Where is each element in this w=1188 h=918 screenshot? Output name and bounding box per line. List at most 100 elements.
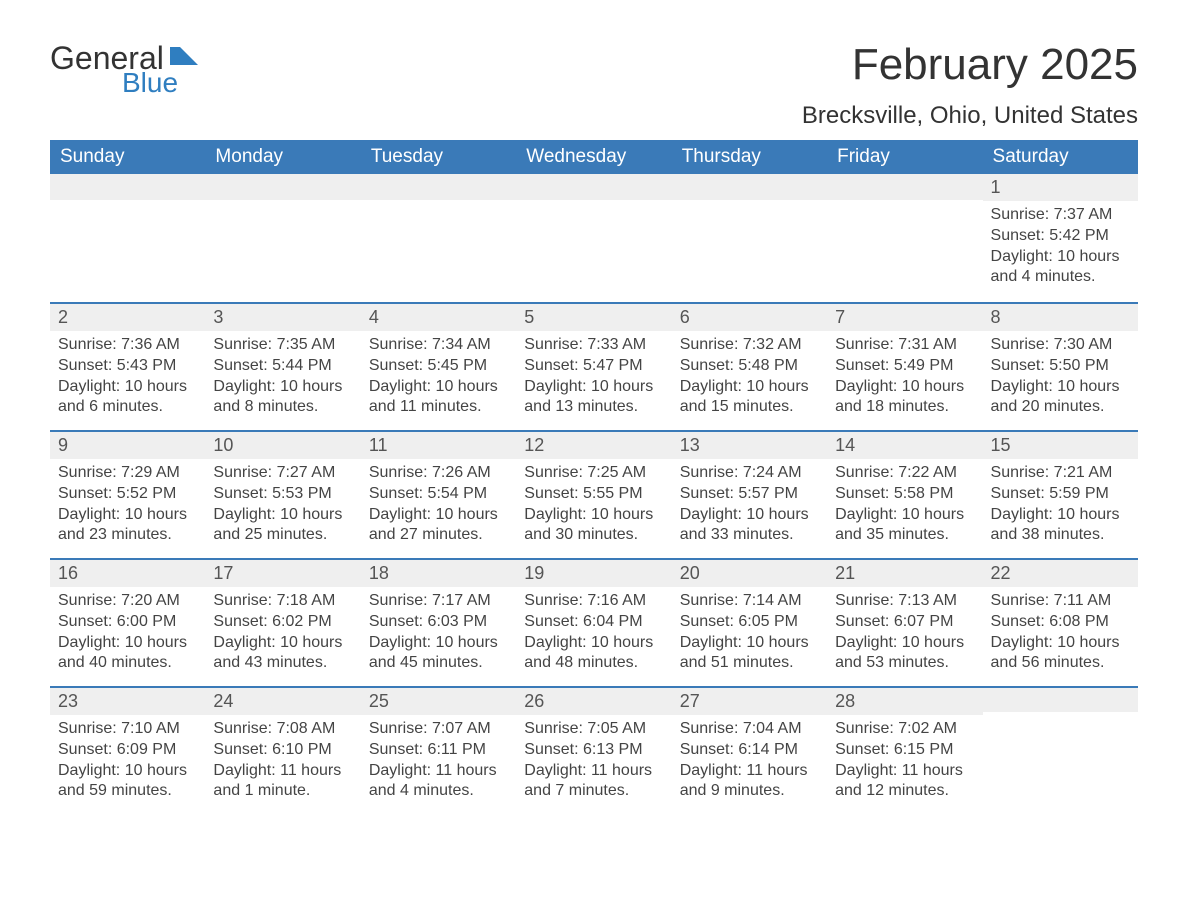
calendar-day-cell: 24Sunrise: 7:08 AMSunset: 6:10 PMDayligh… xyxy=(205,686,360,814)
weekday-header: Tuesday xyxy=(361,140,516,174)
month-title: February 2025 xyxy=(802,40,1138,90)
calendar-day-cell: 27Sunrise: 7:04 AMSunset: 6:14 PMDayligh… xyxy=(672,686,827,814)
day-number: 9 xyxy=(50,430,205,459)
sunrise-text: Sunrise: 7:10 AM xyxy=(58,719,197,740)
day-details: Sunrise: 7:10 AMSunset: 6:09 PMDaylight:… xyxy=(50,715,205,810)
calendar-day-cell: 5Sunrise: 7:33 AMSunset: 5:47 PMDaylight… xyxy=(516,302,671,430)
day-number: 11 xyxy=(361,430,516,459)
day-details: Sunrise: 7:24 AMSunset: 5:57 PMDaylight:… xyxy=(672,459,827,554)
sunrise-text: Sunrise: 7:24 AM xyxy=(680,463,819,484)
weekday-header: Wednesday xyxy=(516,140,671,174)
calendar-week-row: 23Sunrise: 7:10 AMSunset: 6:09 PMDayligh… xyxy=(50,686,1138,814)
daylight-text: Daylight: 10 hours and 45 minutes. xyxy=(369,633,508,675)
sunrise-text: Sunrise: 7:31 AM xyxy=(835,335,974,356)
calendar-day-cell: 17Sunrise: 7:18 AMSunset: 6:02 PMDayligh… xyxy=(205,558,360,686)
calendar-empty-cell xyxy=(205,174,360,302)
empty-day-bar xyxy=(827,174,982,200)
weekday-header: Friday xyxy=(827,140,982,174)
empty-day-bar xyxy=(361,174,516,200)
calendar-day-cell: 26Sunrise: 7:05 AMSunset: 6:13 PMDayligh… xyxy=(516,686,671,814)
sunset-text: Sunset: 6:13 PM xyxy=(524,740,663,761)
daylight-text: Daylight: 10 hours and 53 minutes. xyxy=(835,633,974,675)
calendar-empty-cell xyxy=(983,686,1138,814)
daylight-text: Daylight: 10 hours and 48 minutes. xyxy=(524,633,663,675)
day-number: 23 xyxy=(50,686,205,715)
daylight-text: Daylight: 10 hours and 33 minutes. xyxy=(680,505,819,547)
sunrise-text: Sunrise: 7:02 AM xyxy=(835,719,974,740)
sunrise-text: Sunrise: 7:20 AM xyxy=(58,591,197,612)
calendar-empty-cell xyxy=(361,174,516,302)
day-number: 14 xyxy=(827,430,982,459)
daylight-text: Daylight: 11 hours and 4 minutes. xyxy=(369,761,508,803)
sunset-text: Sunset: 5:54 PM xyxy=(369,484,508,505)
sunset-text: Sunset: 5:55 PM xyxy=(524,484,663,505)
sunset-text: Sunset: 5:44 PM xyxy=(213,356,352,377)
sunrise-text: Sunrise: 7:35 AM xyxy=(213,335,352,356)
day-number: 16 xyxy=(50,558,205,587)
logo-text-blue: Blue xyxy=(122,67,204,99)
sunrise-text: Sunrise: 7:37 AM xyxy=(991,205,1130,226)
empty-day-bar xyxy=(672,174,827,200)
weekday-header-row: SundayMondayTuesdayWednesdayThursdayFrid… xyxy=(50,140,1138,174)
sunset-text: Sunset: 5:50 PM xyxy=(991,356,1130,377)
sunset-text: Sunset: 6:09 PM xyxy=(58,740,197,761)
daylight-text: Daylight: 11 hours and 9 minutes. xyxy=(680,761,819,803)
day-details: Sunrise: 7:07 AMSunset: 6:11 PMDaylight:… xyxy=(361,715,516,810)
day-details: Sunrise: 7:17 AMSunset: 6:03 PMDaylight:… xyxy=(361,587,516,682)
sunset-text: Sunset: 5:52 PM xyxy=(58,484,197,505)
sunset-text: Sunset: 6:00 PM xyxy=(58,612,197,633)
sunset-text: Sunset: 6:11 PM xyxy=(369,740,508,761)
day-details: Sunrise: 7:05 AMSunset: 6:13 PMDaylight:… xyxy=(516,715,671,810)
daylight-text: Daylight: 11 hours and 7 minutes. xyxy=(524,761,663,803)
calendar-week-row: 2Sunrise: 7:36 AMSunset: 5:43 PMDaylight… xyxy=(50,302,1138,430)
sunrise-text: Sunrise: 7:07 AM xyxy=(369,719,508,740)
day-number: 18 xyxy=(361,558,516,587)
sunrise-text: Sunrise: 7:32 AM xyxy=(680,335,819,356)
empty-day-bar xyxy=(983,686,1138,712)
empty-day-bar xyxy=(50,174,205,200)
sunset-text: Sunset: 5:57 PM xyxy=(680,484,819,505)
day-details: Sunrise: 7:34 AMSunset: 5:45 PMDaylight:… xyxy=(361,331,516,426)
day-number: 3 xyxy=(205,302,360,331)
calendar-day-cell: 23Sunrise: 7:10 AMSunset: 6:09 PMDayligh… xyxy=(50,686,205,814)
calendar-body: 1Sunrise: 7:37 AMSunset: 5:42 PMDaylight… xyxy=(50,174,1138,814)
day-details: Sunrise: 7:21 AMSunset: 5:59 PMDaylight:… xyxy=(983,459,1138,554)
sunrise-text: Sunrise: 7:27 AM xyxy=(213,463,352,484)
day-details: Sunrise: 7:16 AMSunset: 6:04 PMDaylight:… xyxy=(516,587,671,682)
daylight-text: Daylight: 10 hours and 38 minutes. xyxy=(991,505,1130,547)
weekday-header: Saturday xyxy=(983,140,1138,174)
day-number: 25 xyxy=(361,686,516,715)
day-number: 4 xyxy=(361,302,516,331)
day-number: 19 xyxy=(516,558,671,587)
day-details: Sunrise: 7:35 AMSunset: 5:44 PMDaylight:… xyxy=(205,331,360,426)
sunrise-text: Sunrise: 7:14 AM xyxy=(680,591,819,612)
sunrise-text: Sunrise: 7:05 AM xyxy=(524,719,663,740)
day-number: 7 xyxy=(827,302,982,331)
day-details: Sunrise: 7:31 AMSunset: 5:49 PMDaylight:… xyxy=(827,331,982,426)
daylight-text: Daylight: 10 hours and 8 minutes. xyxy=(213,377,352,419)
day-details: Sunrise: 7:20 AMSunset: 6:00 PMDaylight:… xyxy=(50,587,205,682)
sunset-text: Sunset: 5:53 PM xyxy=(213,484,352,505)
day-details: Sunrise: 7:02 AMSunset: 6:15 PMDaylight:… xyxy=(827,715,982,810)
calendar-day-cell: 14Sunrise: 7:22 AMSunset: 5:58 PMDayligh… xyxy=(827,430,982,558)
daylight-text: Daylight: 10 hours and 20 minutes. xyxy=(991,377,1130,419)
day-details: Sunrise: 7:32 AMSunset: 5:48 PMDaylight:… xyxy=(672,331,827,426)
sunset-text: Sunset: 6:04 PM xyxy=(524,612,663,633)
calendar-day-cell: 19Sunrise: 7:16 AMSunset: 6:04 PMDayligh… xyxy=(516,558,671,686)
day-number: 22 xyxy=(983,558,1138,587)
day-number: 8 xyxy=(983,302,1138,331)
day-details: Sunrise: 7:36 AMSunset: 5:43 PMDaylight:… xyxy=(50,331,205,426)
calendar-day-cell: 25Sunrise: 7:07 AMSunset: 6:11 PMDayligh… xyxy=(361,686,516,814)
day-number: 6 xyxy=(672,302,827,331)
sunrise-text: Sunrise: 7:34 AM xyxy=(369,335,508,356)
calendar-day-cell: 4Sunrise: 7:34 AMSunset: 5:45 PMDaylight… xyxy=(361,302,516,430)
day-number: 2 xyxy=(50,302,205,331)
daylight-text: Daylight: 10 hours and 30 minutes. xyxy=(524,505,663,547)
day-details: Sunrise: 7:04 AMSunset: 6:14 PMDaylight:… xyxy=(672,715,827,810)
daylight-text: Daylight: 10 hours and 25 minutes. xyxy=(213,505,352,547)
day-details: Sunrise: 7:18 AMSunset: 6:02 PMDaylight:… xyxy=(205,587,360,682)
sunset-text: Sunset: 6:05 PM xyxy=(680,612,819,633)
day-details: Sunrise: 7:11 AMSunset: 6:08 PMDaylight:… xyxy=(983,587,1138,682)
sunset-text: Sunset: 6:14 PM xyxy=(680,740,819,761)
calendar-day-cell: 18Sunrise: 7:17 AMSunset: 6:03 PMDayligh… xyxy=(361,558,516,686)
